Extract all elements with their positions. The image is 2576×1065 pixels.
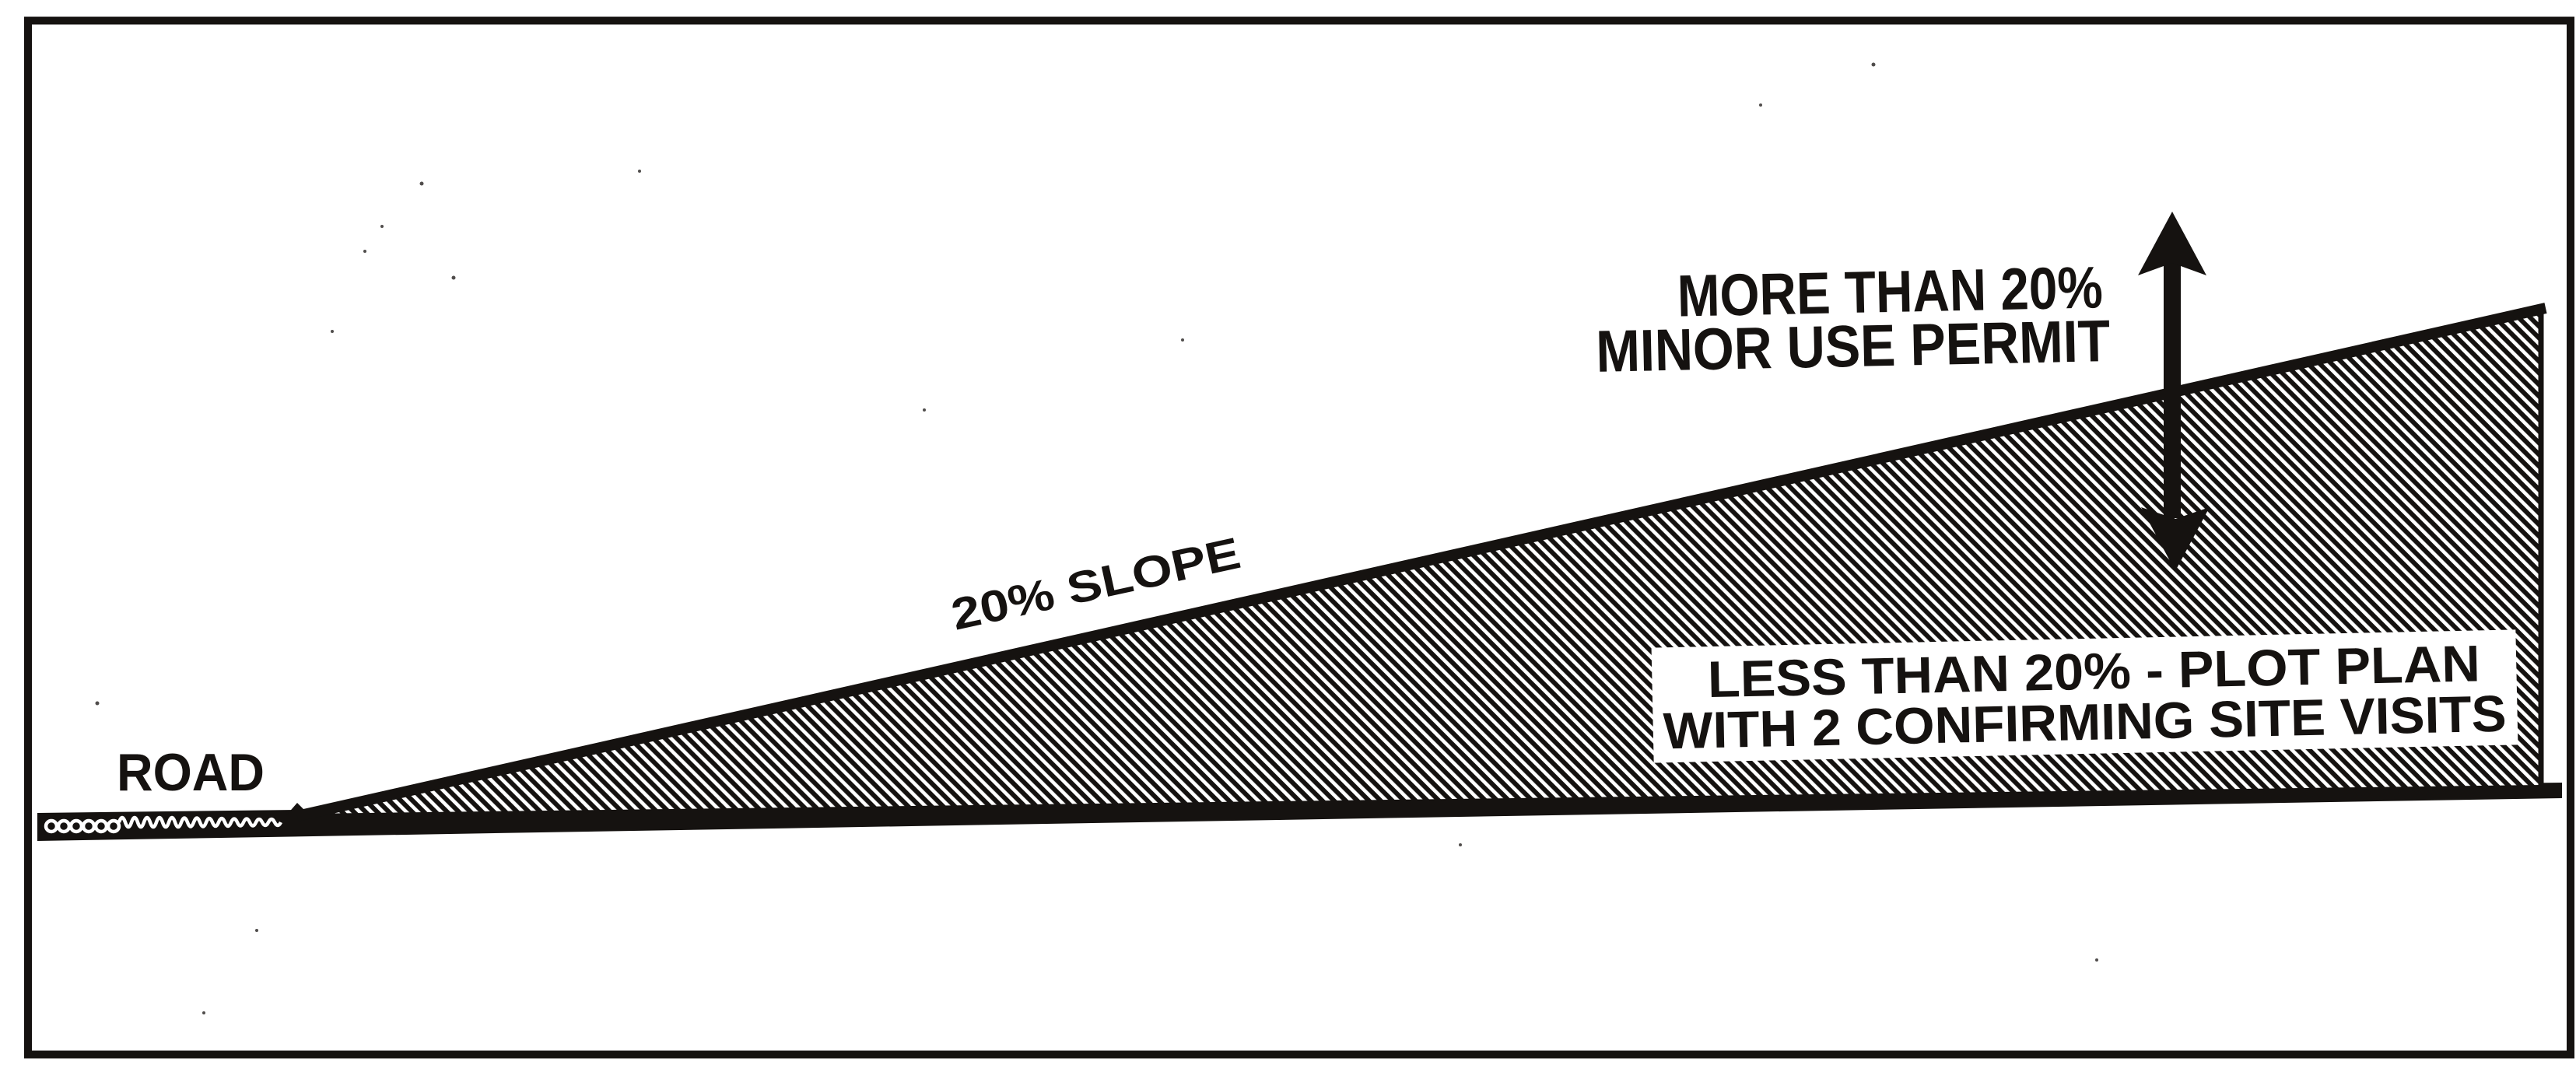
scan-specks	[95, 62, 2525, 1014]
road-squiggle	[44, 815, 283, 834]
arrow-head-up	[2138, 212, 2206, 275]
road-label: ROAD	[117, 743, 265, 802]
above-threshold-label: MORE THAN 20% MINOR USE PERMIT	[1595, 254, 2111, 385]
arrow-shaft	[2164, 263, 2181, 518]
arrow-head-down	[2141, 507, 2210, 571]
below-threshold-callout: LESS THAN 20% - PLOT PLAN WITH 2 CONFIRM…	[1651, 629, 2518, 763]
frame-border	[24, 16, 2574, 1059]
ground-band	[37, 783, 2562, 841]
above-threshold-line2: MINOR USE PERMIT	[1595, 308, 2111, 385]
callout-box	[1651, 629, 2518, 763]
double-headed-arrow-icon	[2138, 212, 2210, 571]
above-threshold-line1: MORE THAN 20%	[1677, 254, 2104, 329]
slope-toe-bump	[286, 803, 310, 815]
